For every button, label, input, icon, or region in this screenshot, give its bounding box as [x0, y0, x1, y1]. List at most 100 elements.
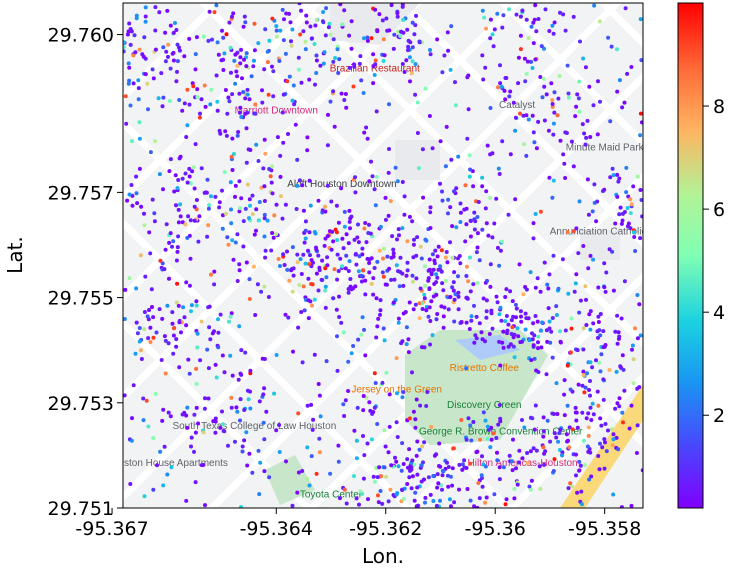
- scatter-point: [267, 167, 272, 171]
- scatter-point: [617, 396, 622, 401]
- scatter-point: [374, 174, 379, 179]
- scatter-point: [313, 23, 318, 28]
- scatter-point: [196, 239, 201, 244]
- scatter-point: [501, 13, 506, 18]
- scatter-point: [243, 111, 248, 116]
- scatter-point: [515, 326, 520, 331]
- scatter-point: [577, 199, 582, 204]
- scatter-point: [281, 38, 286, 43]
- scatter-point: [480, 184, 485, 189]
- scatter-point: [402, 70, 407, 74]
- scatter-point: [304, 13, 309, 18]
- scatter-point: [282, 263, 287, 267]
- scatter-point: [357, 254, 362, 259]
- scatter-point: [362, 453, 367, 458]
- scatter-point: [486, 427, 491, 432]
- scatter-point: [229, 405, 234, 410]
- scatter-point: [270, 231, 275, 235]
- scatter-point: [427, 286, 432, 291]
- scatter-point: [132, 33, 137, 38]
- scatter-point: [124, 121, 129, 126]
- scatter-point: [262, 216, 267, 221]
- scatter-point: [243, 350, 248, 355]
- scatter-point: [286, 132, 290, 136]
- scatter-point: [508, 89, 513, 94]
- scatter-point: [301, 284, 306, 289]
- scatter-point: [233, 194, 237, 199]
- scatter-point: [400, 395, 405, 400]
- scatter-point: [184, 135, 189, 139]
- scatter-point: [621, 367, 626, 372]
- scatter-point: [148, 150, 153, 155]
- scatter-point: [409, 486, 414, 491]
- scatter-point: [237, 110, 242, 115]
- scatter-point: [222, 429, 227, 434]
- scatter-point: [269, 180, 274, 185]
- scatter-point: [410, 20, 415, 25]
- scatter-point: [404, 342, 409, 347]
- scatter-point: [577, 468, 582, 473]
- map-place-label: George R. Brown Convention Center: [419, 426, 583, 437]
- scatter-point: [413, 23, 418, 28]
- scatter-point: [448, 205, 453, 210]
- scatter-point: [576, 96, 581, 101]
- scatter-point: [130, 203, 135, 208]
- scatter-point: [484, 298, 489, 303]
- scatter-point: [314, 53, 319, 58]
- scatter-point: [184, 280, 189, 285]
- scatter-point: [336, 71, 341, 75]
- scatter-point: [596, 79, 600, 84]
- scatter-point: [424, 238, 429, 243]
- scatter-point: [405, 268, 410, 273]
- scatter-point: [413, 490, 418, 495]
- scatter-point: [436, 244, 441, 249]
- scatter-point: [635, 386, 640, 391]
- scatter-point: [607, 247, 612, 252]
- scatter-point: [380, 501, 385, 506]
- scatter-point: [400, 487, 404, 492]
- scatter-point: [497, 263, 502, 268]
- scatter-point: [384, 16, 389, 21]
- scatter-point: [392, 32, 397, 37]
- scatter-point: [295, 260, 300, 265]
- scatter-point: [383, 195, 388, 200]
- scatter-point: [485, 278, 489, 283]
- scatter-point: [351, 84, 356, 89]
- scatter-point: [591, 257, 596, 262]
- scatter-point: [262, 284, 267, 289]
- scatter-point: [319, 277, 324, 282]
- scatter-point: [286, 315, 291, 320]
- scatter-point: [638, 333, 643, 338]
- scatter-point: [262, 137, 267, 142]
- scatter-point: [218, 425, 223, 430]
- scatter-point: [360, 246, 365, 251]
- scatter-point: [407, 55, 412, 60]
- scatter-point: [428, 226, 433, 230]
- scatter-point: [565, 230, 570, 235]
- scatter-point: [222, 370, 227, 375]
- scatter-point: [407, 416, 412, 421]
- scatter-point: [347, 219, 352, 224]
- scatter-point: [484, 26, 489, 31]
- scatter-point: [372, 187, 377, 192]
- scatter-point: [230, 373, 235, 378]
- scatter-point: [447, 497, 452, 502]
- scatter-point: [363, 292, 368, 297]
- discovery-green-park: [405, 330, 548, 445]
- scatter-point: [260, 356, 265, 361]
- scatter-point: [629, 202, 634, 207]
- scatter-point: [464, 320, 469, 325]
- scatter-point: [320, 258, 325, 263]
- scatter-point: [193, 430, 198, 435]
- scatter-point: [143, 72, 148, 77]
- scatter-point: [472, 504, 477, 508]
- scatter-point: [174, 337, 179, 342]
- scatter-point: [381, 326, 386, 331]
- scatter-point: [158, 258, 163, 263]
- scatter-point: [328, 32, 333, 37]
- scatter-point: [385, 254, 390, 259]
- scatter-point: [426, 314, 431, 319]
- scatter-point: [297, 3, 302, 6]
- scatter-point: [442, 53, 447, 58]
- scatter-point: [289, 268, 294, 273]
